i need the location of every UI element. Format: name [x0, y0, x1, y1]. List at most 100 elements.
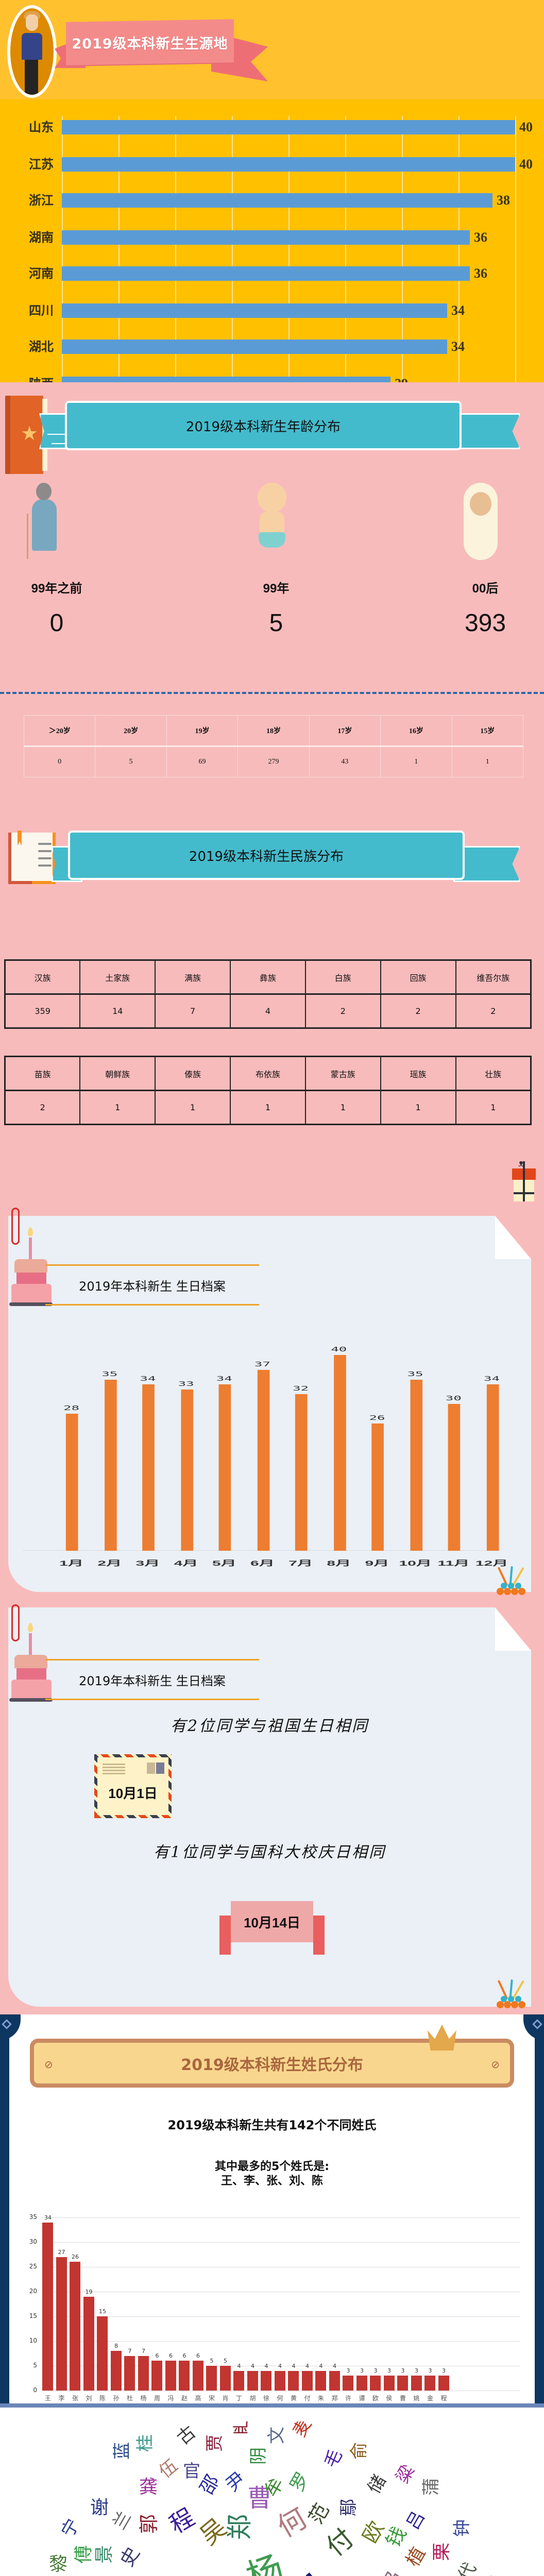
bar-value: 4	[237, 2362, 241, 2369]
bar-value: 4	[264, 2362, 268, 2369]
ethnicity-header-cell: 白族	[304, 959, 381, 995]
surname-label: 付	[304, 2395, 311, 2402]
bar	[233, 2370, 244, 2391]
student-portrait-icon	[7, 5, 57, 98]
bar	[438, 2376, 449, 2391]
bar	[179, 2361, 190, 2391]
birthday-cake-icon	[9, 1623, 53, 1702]
cloud-word: 景	[482, 2572, 509, 2576]
bar-label: 江苏	[28, 157, 54, 171]
surname-title-plaque: ⊘ 2019级本科新生姓氏分布 ⊘	[30, 2039, 514, 2088]
bar	[371, 1423, 384, 1551]
ethnicity-value-cell: 7	[155, 993, 231, 1029]
gridline	[41, 2341, 520, 2342]
ethnicity-value-cell: 2	[4, 1090, 81, 1125]
bar-label: 四川	[28, 303, 54, 317]
date-envelope: 10月1日	[94, 1754, 172, 1818]
bar	[288, 2370, 299, 2391]
month-label: 10月	[399, 1559, 432, 1567]
surname-label: 宋	[208, 2395, 215, 2402]
cloud-word: 黎	[49, 2554, 68, 2575]
y-tick: 30	[29, 2238, 37, 2245]
y-tick: 25	[29, 2263, 37, 2270]
bar-value: 26	[369, 1414, 385, 1421]
bar	[448, 1404, 461, 1551]
surname-label: 许	[345, 2395, 351, 2402]
cloud-word: 古	[173, 2421, 200, 2449]
crying-baby-icon	[247, 483, 304, 560]
bar	[383, 2376, 395, 2391]
cloud-word: 栗	[431, 2542, 453, 2562]
month-label: 12月	[475, 1559, 508, 1567]
bar-value: 4	[292, 2362, 296, 2369]
bar-value: 19	[85, 2288, 93, 2295]
bar	[219, 2366, 231, 2391]
cloud-word: 傅	[73, 2545, 95, 2564]
ethnicity-value-cell: 2	[455, 993, 532, 1029]
bar-value: 8	[114, 2343, 118, 2350]
ethnicity-value-cell: 1	[230, 1090, 306, 1125]
bar	[356, 2376, 367, 2391]
age-group-value: 5	[269, 609, 283, 637]
age-value-cell: 0	[23, 746, 96, 777]
age-group-label: 99年之前	[31, 582, 82, 596]
ethnicity-header-cell: 汉族	[4, 959, 81, 995]
bar-value: 3	[415, 2367, 418, 2375]
surname-label: 杨	[140, 2395, 147, 2402]
top-surnames-intro: 其中最多的5个姓氏是:	[214, 2160, 330, 2173]
age-value-cell: 5	[95, 746, 167, 777]
ethnicity-table-1: 汉族 土家族 满族 彝族 白族 回族 维吾尔族 359 14 7 4 2 2 2	[4, 959, 532, 1029]
ethnicity-value-cell: 1	[79, 1090, 156, 1125]
cloud-word: 钟	[452, 2519, 472, 2537]
bar	[62, 266, 470, 281]
surname-label: 陈	[99, 2395, 106, 2402]
bar	[274, 2370, 285, 2391]
ethnicity-header-cell: 回族	[380, 959, 456, 995]
paperclip-icon	[11, 1604, 20, 1641]
bar-value: 3	[428, 2367, 432, 2375]
age-header-cell: 17岁	[309, 715, 381, 747]
gridline	[515, 116, 516, 641]
bar	[97, 2316, 108, 2391]
surname-title: 2019级本科新生姓氏分布	[181, 2056, 363, 2074]
ethnicity-header-cell: 壮族	[455, 1056, 532, 1091]
cloud-word: 蓝	[112, 2442, 132, 2460]
ribbon-tail-right-icon	[453, 413, 520, 449]
month-label: 5月	[212, 1559, 236, 1567]
ethnicity-header-cell: 瑶族	[380, 1056, 456, 1091]
ethnicity-header-cell: 蒙古族	[304, 1056, 381, 1091]
age-header-cell: 15岁	[451, 715, 524, 747]
fireworks-icon	[497, 1975, 525, 2008]
surname-label: 欧	[372, 2395, 379, 2402]
month-label: 8月	[327, 1559, 351, 1567]
y-tick: 35	[29, 2213, 37, 2221]
bar-value: 3	[373, 2367, 378, 2375]
gridline	[41, 2316, 520, 2317]
bar	[261, 2370, 271, 2391]
curtain-rod	[0, 2403, 544, 2408]
cloud-word: 谢	[90, 2497, 109, 2518]
bar	[62, 193, 492, 208]
age-value-cell: 1	[380, 746, 452, 777]
surname-label: 金	[427, 2395, 433, 2402]
cloud-word: 麦	[289, 2421, 316, 2441]
bar-label: 河南	[28, 266, 54, 281]
surname-label: 刘	[86, 2395, 92, 2402]
cloud-word: 何	[271, 2501, 312, 2544]
ethnicity-header-cell: 彝族	[230, 959, 306, 995]
bar	[83, 2296, 94, 2391]
bar-value: 36	[474, 229, 487, 244]
swaddled-baby-icon	[464, 483, 520, 560]
cloud-word: 伍	[155, 2455, 182, 2483]
bar	[329, 2370, 340, 2391]
bar	[315, 2370, 326, 2391]
age-group-label: 00后	[472, 582, 499, 596]
surname-label: 高	[195, 2395, 201, 2402]
bar-value: 33	[178, 1380, 194, 1387]
bar-value: 37	[254, 1360, 270, 1368]
bar-label: 湖南	[28, 230, 54, 244]
age-header-cell: 19岁	[166, 715, 239, 747]
month-label: 7月	[288, 1559, 313, 1567]
ethnicity-header-cell: 苗族	[4, 1056, 81, 1091]
bar-value: 3	[387, 2367, 391, 2375]
